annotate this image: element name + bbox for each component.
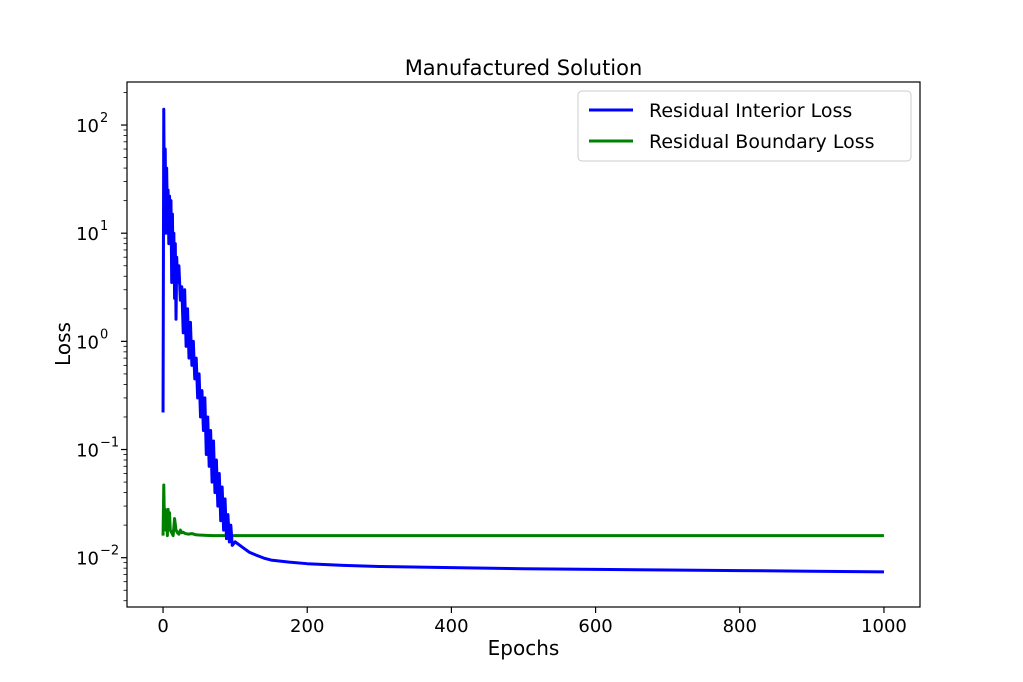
x-tick-label: 400 [434,616,468,637]
x-tick-label: 0 [157,616,168,637]
legend-label-residual-boundary: Residual Boundary Loss [649,131,875,153]
legend: Residual Interior Loss Residual Boundary… [577,90,912,162]
chart-title: Manufactured Solution [405,56,643,80]
y-tick-exponent: 1 [100,219,108,234]
x-tick-label: 1000 [861,616,907,637]
x-axis-ticks: 0 200 400 600 800 1000 [157,607,907,637]
y-tick-label: 10 [76,441,99,462]
legend-label-residual-interior: Residual Interior Loss [649,100,852,122]
x-axis-label: Epochs [488,636,560,660]
y-tick-exponent: 2 [100,111,108,126]
x-tick-label: 600 [578,616,612,637]
plot-area [126,81,921,608]
y-tick-label: 10 [76,332,99,353]
series-line-residual-interior [161,107,884,574]
x-tick-label: 800 [723,616,757,637]
y-tick-exponent: −2 [100,544,119,559]
y-tick-label: 10 [76,224,99,245]
y-tick-label: 10 [76,116,99,137]
y-axis-label: Loss [51,322,75,366]
y-tick-label: 10 [76,549,99,570]
series-layer [161,107,884,574]
x-tick-label: 200 [290,616,324,637]
y-tick-exponent: −1 [100,436,119,451]
legend-box [577,90,912,162]
y-tick-exponent: 0 [100,327,108,342]
